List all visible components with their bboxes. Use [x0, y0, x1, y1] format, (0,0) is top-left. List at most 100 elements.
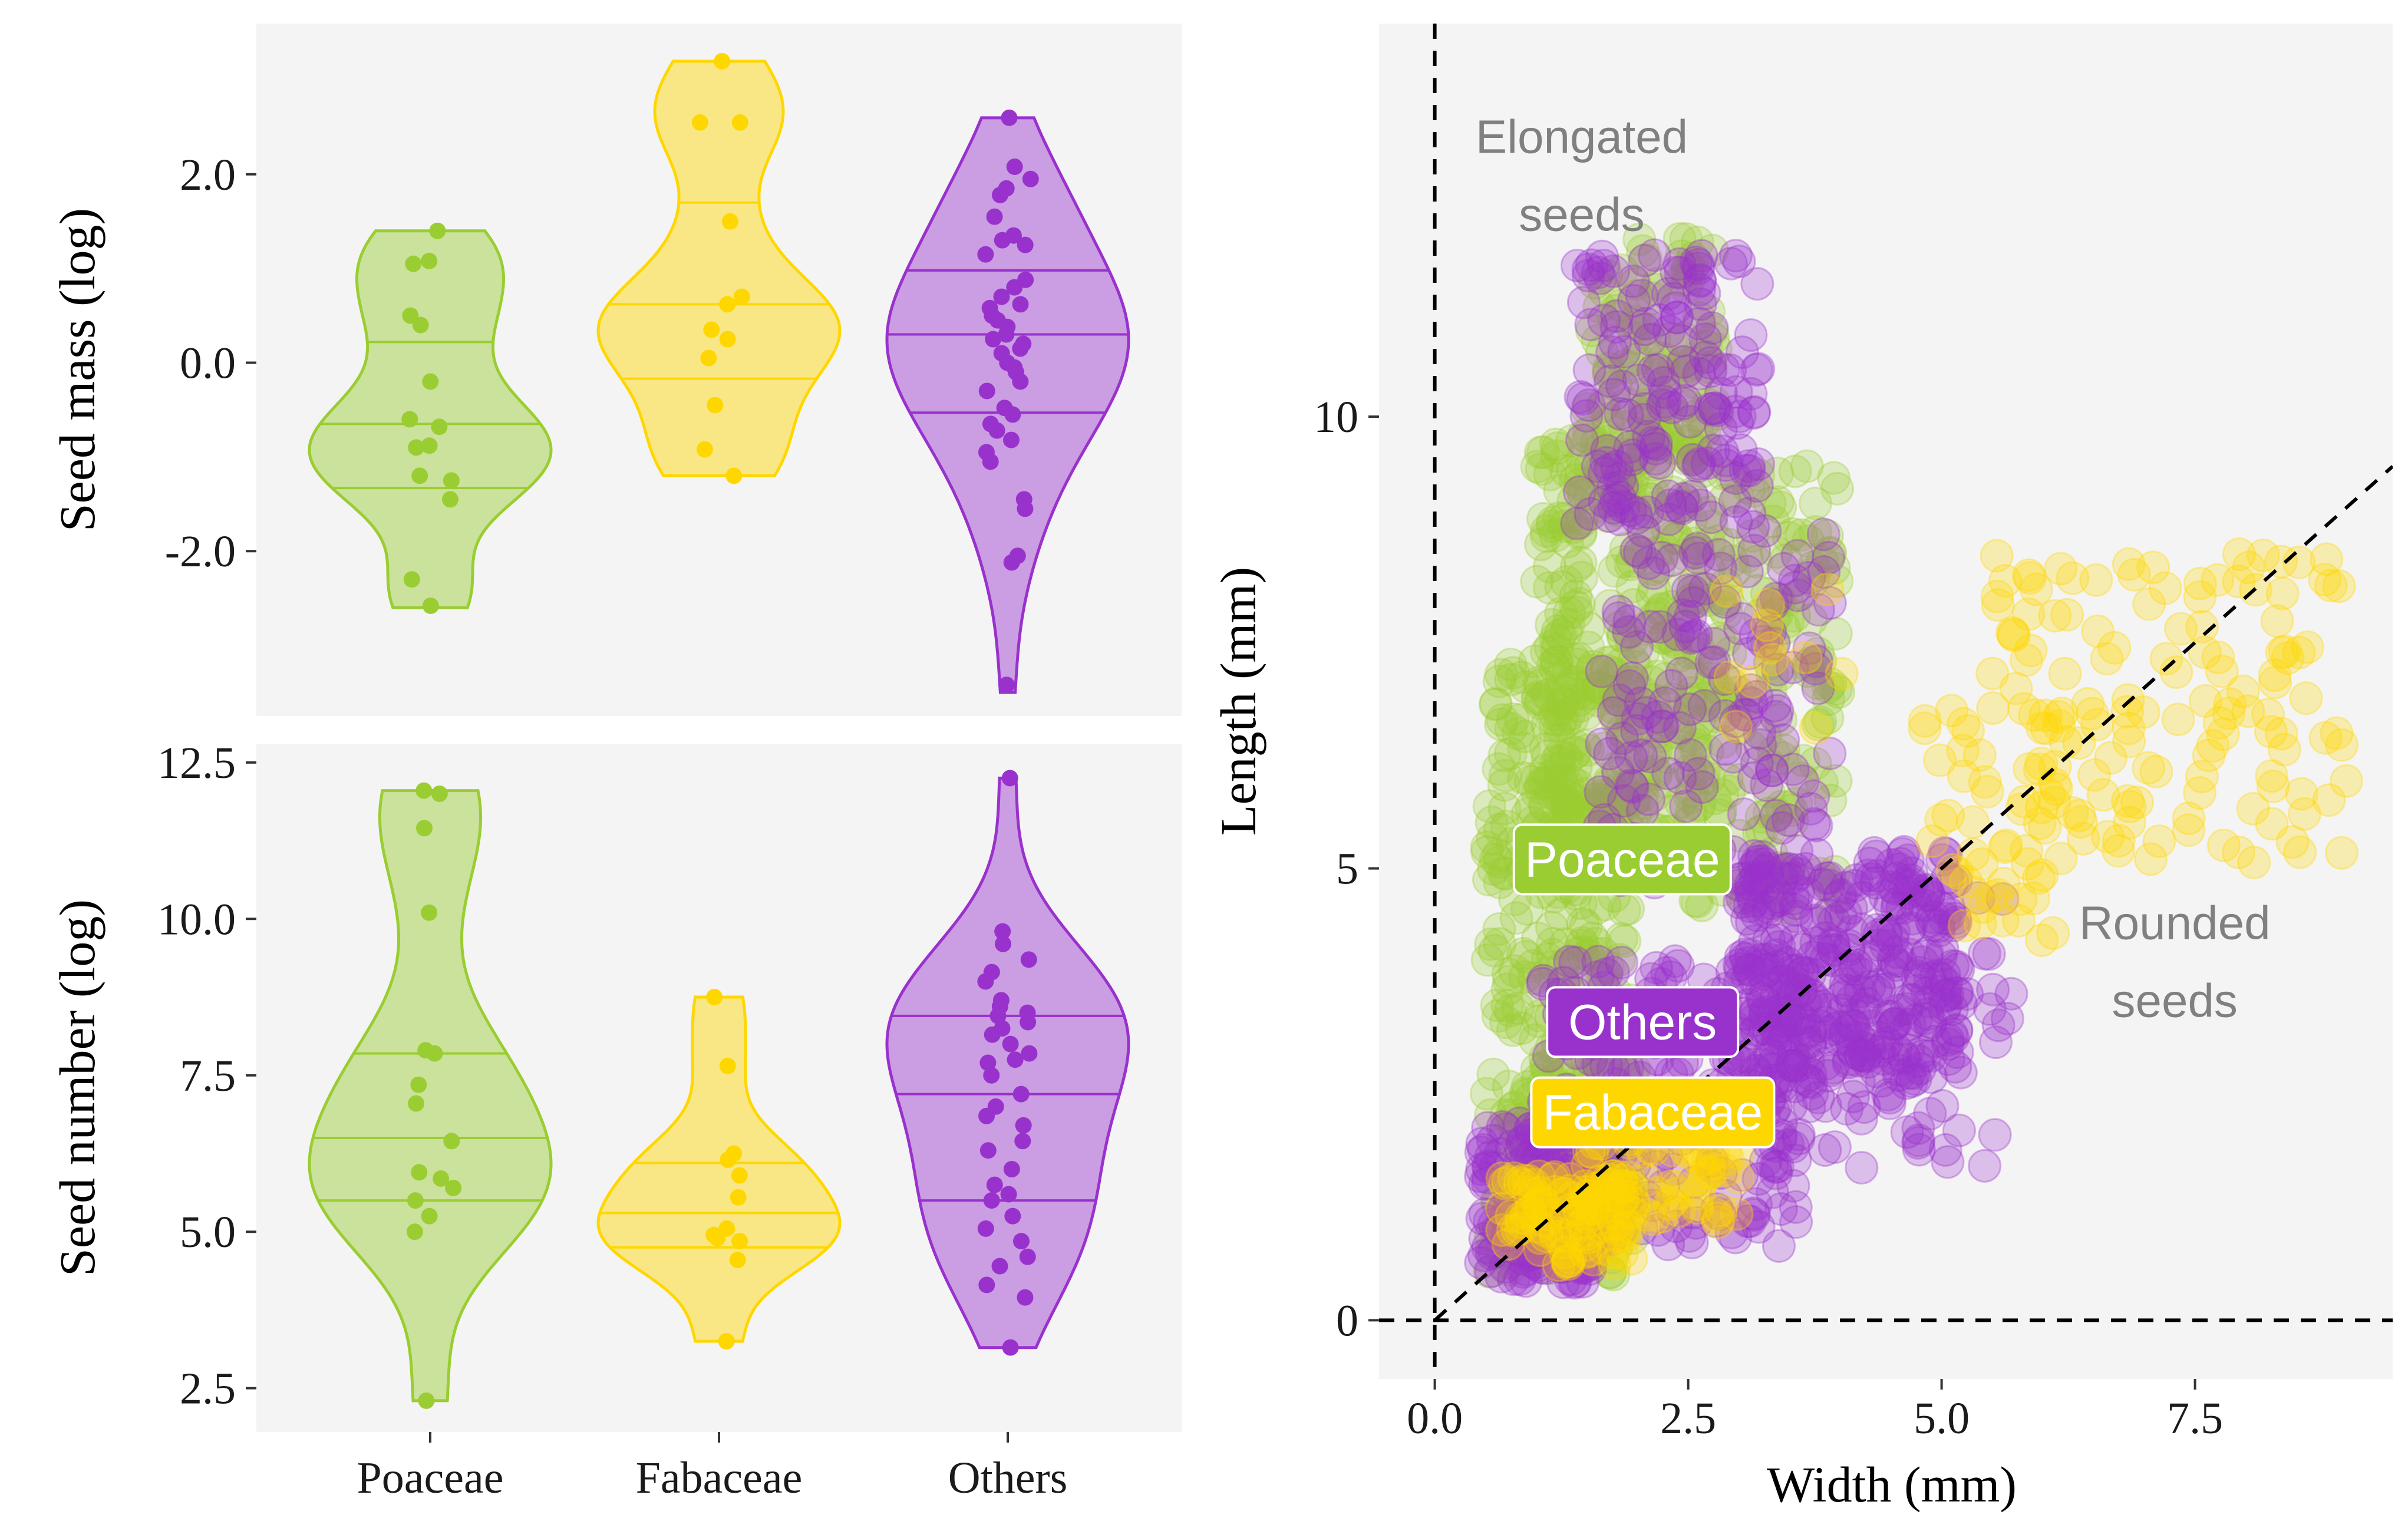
scatter-point-others	[1847, 1090, 1881, 1124]
scatter-point-poaceae	[1608, 349, 1642, 383]
scatter-point-poaceae	[1529, 790, 1563, 824]
scatter-point-poaceae	[1546, 685, 1580, 720]
scatter-point-poaceae	[1640, 266, 1674, 301]
scatter-point-poaceae	[1497, 1103, 1531, 1137]
scatter-point-others	[1809, 1089, 1843, 1123]
scatter-point-others	[1592, 737, 1627, 771]
scatter-point-poaceae	[1579, 427, 1614, 461]
scatter-point-poaceae	[1512, 1155, 1546, 1189]
number-point-others	[989, 1007, 1007, 1024]
scatter-point-poaceae	[1533, 571, 1567, 605]
scatter-point-poaceae	[1470, 830, 1504, 865]
scatter-point-poaceae	[1610, 671, 1644, 705]
scatter-point-poaceae	[1799, 486, 1832, 520]
scatter-point-poaceae	[1538, 697, 1572, 731]
scatter-point-poaceae	[1508, 960, 1542, 994]
scatter-point-poaceae	[1675, 757, 1710, 791]
scatter-point-poaceae	[1489, 1098, 1523, 1132]
mass-point-poaceae	[443, 472, 460, 489]
scatter-point-poaceae	[1533, 630, 1568, 664]
scatter-point-others	[1605, 945, 1639, 979]
scatter-point-poaceae	[1625, 786, 1659, 820]
number-point-fabaceae	[719, 1057, 736, 1074]
scatter-point-poaceae	[1644, 350, 1678, 384]
scatter-point-poaceae	[1655, 520, 1690, 554]
scatter-point-poaceae	[1493, 994, 1528, 1028]
scatter-point-poaceae	[1598, 675, 1632, 709]
scatter-point-poaceae	[1552, 596, 1586, 630]
scatter-point-fabaceae	[2287, 797, 2321, 831]
scatter-point-fabaceae	[2314, 569, 2348, 603]
scatter-point-poaceae	[1656, 352, 1690, 387]
mass-point-poaceae	[421, 252, 438, 269]
mass-violin-fabaceae	[596, 60, 842, 477]
scatter-point-poaceae	[1605, 769, 1639, 803]
number-point-others	[984, 1026, 1001, 1043]
scatter-point-others	[1666, 598, 1700, 632]
group-label-text: Fabaceae	[1543, 1085, 1763, 1140]
scatter-point-poaceae	[1538, 1148, 1572, 1182]
scatter-point-poaceae	[1614, 547, 1648, 582]
number-point-others	[1012, 1233, 1030, 1250]
scatter-point-poaceae	[1479, 1184, 1513, 1217]
scatter-point-poaceae	[1541, 431, 1575, 465]
scatter-point-poaceae	[1578, 1170, 1612, 1205]
scatter-point-poaceae	[1612, 1172, 1646, 1206]
scatter-point-poaceae	[1660, 715, 1694, 750]
scatter-point-poaceae	[1576, 491, 1611, 524]
mass-point-others	[982, 453, 999, 470]
scatter-point-fabaceae	[2071, 687, 2105, 721]
scatter-point-others	[1740, 353, 1773, 387]
scatter-point-poaceae	[1615, 1168, 1650, 1202]
scatter-point-poaceae	[1689, 329, 1723, 363]
scatter-point-fabaceae	[2183, 776, 2216, 810]
number-violin-fabaceae	[596, 995, 842, 1343]
scatter-point-poaceae	[1675, 441, 1709, 476]
scatter-point-poaceae	[1625, 513, 1660, 547]
scatter-y-tick-label: 5	[1336, 844, 1358, 894]
scatter-point-poaceae	[1592, 357, 1626, 391]
number-point-others	[1014, 1133, 1031, 1150]
scatter-point-poaceae	[1568, 777, 1602, 811]
scatter-point-fabaceae	[1999, 671, 2033, 705]
scatter-point-poaceae	[1591, 435, 1624, 469]
number-point-others	[977, 1220, 994, 1237]
scatter-point-poaceae	[1674, 583, 1708, 616]
mass-point-poaceae	[408, 439, 425, 456]
scatter-point-fabaceae	[1718, 710, 1753, 744]
scatter-point-poaceae	[1612, 665, 1647, 699]
scatter-point-poaceae	[1600, 750, 1634, 784]
scatter-point-poaceae	[1559, 1232, 1594, 1266]
scatter-point-fabaceae	[1981, 877, 2015, 912]
scatter-point-poaceae	[1631, 694, 1665, 728]
scatter-point-poaceae	[1565, 935, 1599, 969]
scatter-point-poaceae	[1576, 787, 1610, 821]
mass-point-poaceae	[412, 316, 429, 334]
scatter-point-others	[1612, 604, 1647, 638]
scatter-point-others	[1777, 563, 1812, 598]
scatter-point-poaceae	[1640, 535, 1674, 569]
scatter-point-poaceae	[1637, 322, 1671, 357]
scatter-point-poaceae	[1523, 435, 1558, 470]
scatter-point-poaceae	[1496, 1013, 1530, 1047]
mass-y-tick-label: 0.0	[180, 339, 236, 388]
mass-point-others	[988, 422, 1005, 439]
scatter-point-poaceae	[1505, 1011, 1539, 1045]
scatter-point-fabaceae	[2050, 598, 2084, 632]
scatter-point-others	[1767, 1023, 1801, 1057]
scatter-point-poaceae	[1470, 835, 1505, 869]
scatter-point-poaceae	[1521, 921, 1555, 955]
scatter-point-poaceae	[1584, 1217, 1618, 1252]
scatter-point-poaceae	[1539, 519, 1573, 553]
scatter-point-fabaceae	[2267, 732, 2301, 767]
scatter-point-others	[1762, 1229, 1796, 1263]
scatter-point-poaceae	[1592, 487, 1626, 521]
scatter-point-poaceae	[1589, 1216, 1623, 1250]
scatter-point-poaceae	[1615, 545, 1650, 578]
scatter-point-poaceae	[1650, 417, 1683, 451]
mass-point-others	[1003, 431, 1020, 448]
scatter-point-poaceae	[1480, 988, 1514, 1022]
scatter-point-poaceae	[1608, 788, 1642, 822]
scatter-point-poaceae	[1617, 430, 1651, 464]
scatter-point-poaceae	[1626, 676, 1660, 710]
